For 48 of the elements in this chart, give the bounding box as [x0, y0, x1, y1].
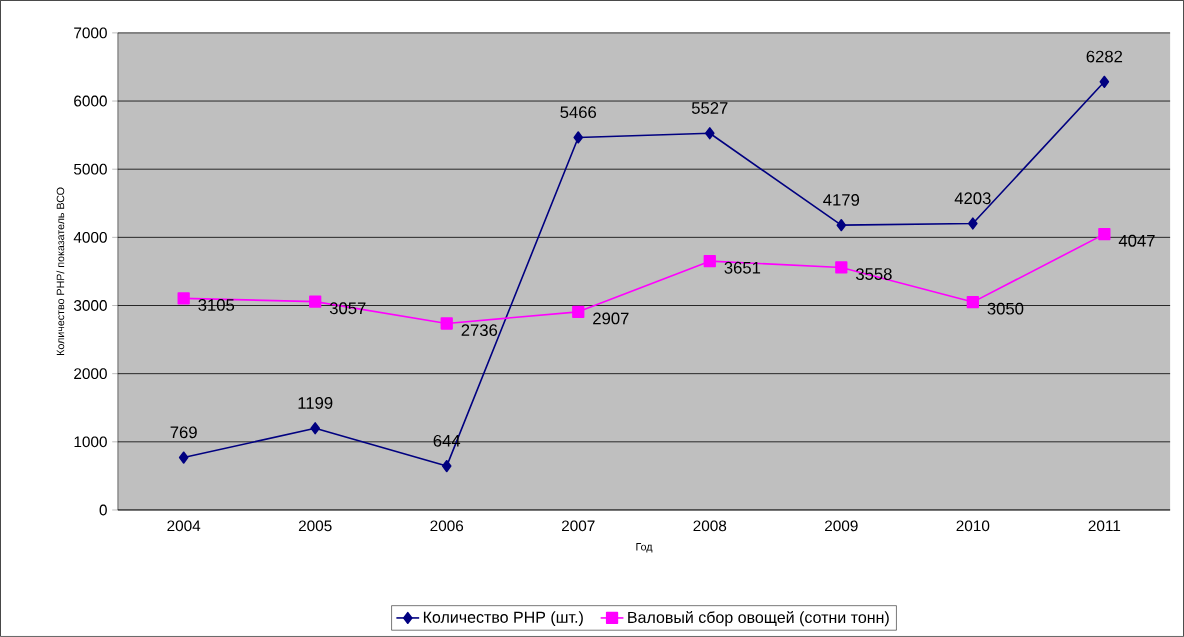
- y-tick-label: 4000: [73, 231, 107, 243]
- data-label: 4179: [823, 194, 860, 206]
- point: [440, 317, 453, 330]
- data-label: 4203: [954, 192, 991, 205]
- point: [968, 217, 978, 230]
- x-tick-label: 2007: [561, 520, 595, 532]
- data-label: 2736: [461, 324, 498, 337]
- y-tick-label: 6000: [74, 95, 107, 107]
- point: [178, 451, 189, 464]
- data-label: 3050: [987, 302, 1024, 315]
- point: [177, 292, 190, 305]
- point: [1099, 75, 1110, 89]
- x-tick-label: 2011: [1088, 520, 1121, 532]
- point: [310, 422, 320, 435]
- y-tick-label: 0: [99, 504, 107, 516]
- y-tick-label: 1000: [74, 436, 107, 448]
- point: [573, 131, 584, 144]
- data-label: 1199: [298, 397, 333, 409]
- point: [966, 296, 979, 309]
- x-tick-label: 2004: [167, 520, 201, 532]
- point: [1098, 228, 1111, 241]
- point: [309, 295, 322, 308]
- x-axis-title: Год: [636, 543, 653, 553]
- x-tick-label: 2009: [825, 520, 858, 532]
- legend-label: Количество РНР (шт.): [423, 611, 583, 627]
- data-label: 6282: [1086, 50, 1123, 63]
- legend-label: Валовый сбор овощей (сотни тонн): [628, 611, 889, 627]
- point: [704, 127, 715, 140]
- y-tick-label: 7000: [74, 27, 107, 39]
- data-label: 4047: [1118, 234, 1155, 247]
- y-axis-title: Количество РНР/ показатель ВСО: [56, 187, 65, 355]
- x-tick-label: 2006: [430, 520, 464, 532]
- x-tick-label: 2005: [298, 520, 332, 532]
- point: [441, 460, 452, 473]
- point: [836, 219, 847, 232]
- point: [835, 261, 848, 274]
- point: [572, 305, 585, 319]
- data-label: 3651: [724, 261, 761, 274]
- data-label: 2907: [593, 312, 629, 325]
- x-tick-label: 2010: [956, 520, 990, 532]
- point: [703, 255, 716, 268]
- y-tick-label: 3000: [73, 300, 107, 311]
- data-label: 5527: [691, 102, 728, 114]
- x-tick-label: 2008: [693, 520, 727, 532]
- data-label: 769: [170, 426, 197, 439]
- data-label: 5466: [560, 106, 597, 119]
- y-tick-label: 2000: [74, 368, 107, 380]
- y-tick-label: 5000: [73, 163, 107, 175]
